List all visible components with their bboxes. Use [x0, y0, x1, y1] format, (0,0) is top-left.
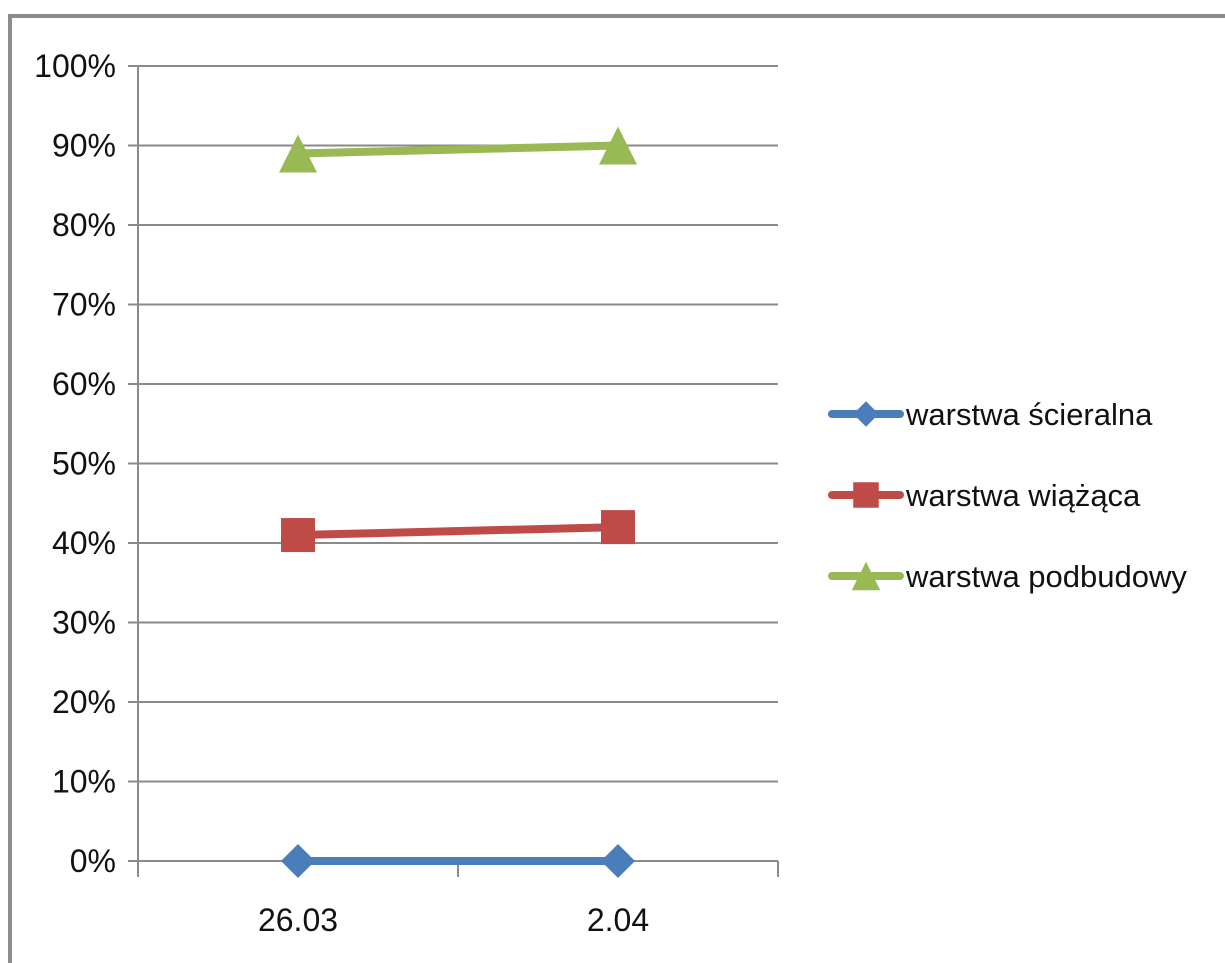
axes — [128, 65, 779, 877]
y-axis-tick-labels: 0% 10% 20% 30% 40% 50% 60% 70% 80% 90% 100% — [34, 48, 116, 879]
chart-frame — [8, 14, 1225, 963]
y-tick-label: 40% — [52, 525, 116, 561]
gridlines — [138, 65, 778, 783]
legend-label: warstwa podbudowy — [905, 559, 1187, 594]
y-tick-label: 20% — [52, 684, 116, 720]
data-point-square — [281, 518, 315, 553]
x-tick-label: 2.04 — [587, 902, 649, 938]
data-point-triangle — [279, 134, 317, 173]
legend-label: warstwa wiążąca — [905, 478, 1141, 513]
legend-marker-square — [853, 482, 879, 508]
y-tick-label: 30% — [52, 605, 116, 641]
series-line-2 — [294, 523, 622, 540]
x-tick-label: 26.03 — [258, 902, 338, 938]
y-tick-label: 60% — [52, 366, 116, 402]
legend: warstwa ścieralna warstwa wiążąca warstwa … — [828, 397, 1187, 594]
y-tick-label: 70% — [52, 287, 116, 323]
legend-marker-triangle — [851, 561, 881, 591]
y-tick-label: 100% — [34, 48, 116, 84]
y-tick-label: 90% — [52, 128, 116, 164]
legend-marker-diamond — [853, 401, 879, 427]
x-axis-tick-labels: 26.03 2.04 — [258, 902, 649, 938]
data-point-triangle — [599, 126, 637, 165]
y-tick-label: 0% — [70, 843, 116, 879]
data-point-diamond — [601, 844, 635, 878]
y-tick-label: 10% — [52, 764, 116, 800]
y-tick-label: 50% — [52, 446, 116, 482]
series-group — [279, 126, 637, 878]
y-tick-label: 80% — [52, 207, 116, 243]
data-point-square — [601, 510, 635, 545]
legend-label: warstwa ścieralna — [905, 397, 1153, 432]
series-line-3 — [294, 141, 622, 158]
data-point-diamond — [281, 844, 315, 878]
